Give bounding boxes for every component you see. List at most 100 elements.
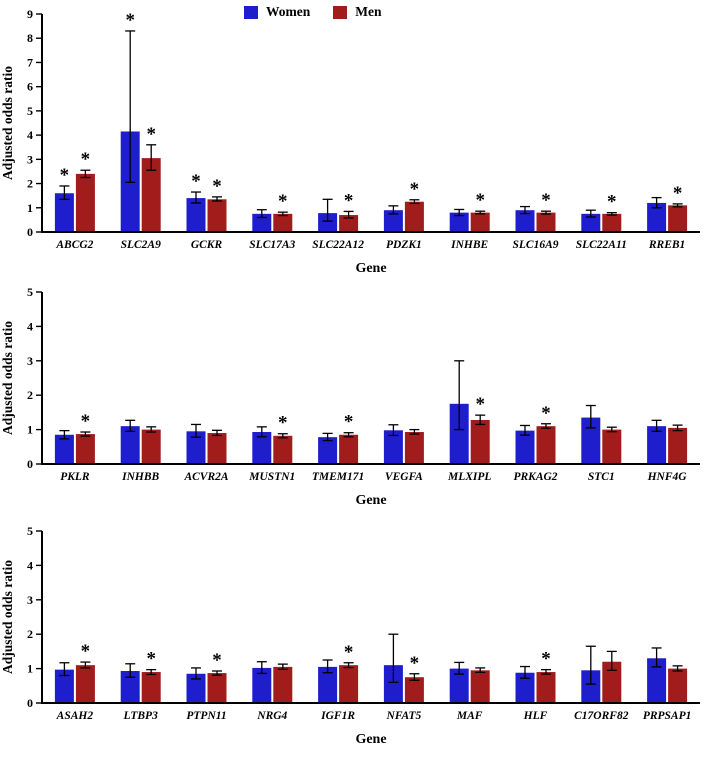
bar-men-PTPN11: [207, 673, 227, 703]
bar-women-HLF: [515, 672, 535, 703]
y-tick-label: 0: [27, 457, 33, 471]
bar-men-HLF: [536, 672, 556, 703]
legend-swatch-men: [333, 5, 348, 19]
bar-men-NFAT5: [404, 677, 424, 703]
gene-label: PTPN11: [186, 710, 226, 722]
sig-asterisk: *: [146, 124, 156, 145]
bar-women-SLC22A12: [318, 213, 338, 232]
y-axis-title: Adjusted odds ratio: [0, 560, 15, 674]
y-tick-label: 2: [27, 388, 33, 402]
bar-men-SLC16A9: [536, 212, 556, 232]
bar-women-INHBB: [120, 426, 140, 464]
bar-men-ASAH2: [75, 665, 95, 703]
sig-asterisk: *: [475, 190, 485, 211]
y-tick-label: 9: [27, 7, 33, 21]
gene-label: SLC16A9: [512, 239, 558, 251]
bar-women-TMEM171: [318, 437, 338, 464]
x-axis-title: Gene: [355, 732, 386, 747]
bar-men-MUSTN1: [273, 435, 293, 464]
y-tick-label: 4: [27, 128, 33, 142]
chart-panel-bottom: 0 1 2 3 4 5 * ASAH2 * LTBP3 * PTPN11 NRG4 * IGF1R * NFAT…: [0, 524, 700, 747]
sig-asterisk: *: [81, 411, 91, 432]
bar-men-SLC22A11: [602, 213, 622, 232]
gene-label: SLC22A11: [576, 239, 627, 251]
sig-asterisk: *: [212, 650, 222, 671]
legend-label-women: Women: [266, 4, 311, 19]
gene-label: VEGFA: [385, 471, 423, 483]
bar-men-MAF: [470, 670, 490, 703]
y-tick-label: 4: [27, 319, 33, 333]
bar-women-SLC16A9: [515, 210, 535, 232]
bar-women-ACVR2A: [186, 431, 206, 464]
bar-men-SLC2A9: [141, 158, 161, 232]
y-tick-label: 1: [27, 423, 33, 437]
gene-label: MUSTN1: [248, 471, 295, 483]
sig-asterisk: *: [607, 192, 617, 213]
bar-men-SLC22A12: [339, 215, 359, 232]
bar-women-PKLR: [54, 434, 74, 464]
y-tick-label: 0: [27, 225, 33, 239]
gene-label: C17ORF82: [574, 710, 629, 722]
y-tick-label: 1: [27, 201, 33, 215]
sig-asterisk: *: [81, 641, 91, 662]
gene-label: RREB1: [648, 239, 685, 251]
sig-asterisk: *: [344, 412, 354, 433]
sig-asterisk: *: [278, 413, 288, 434]
y-tick-label: 5: [27, 104, 33, 118]
x-axis-title: Gene: [355, 493, 386, 508]
gene-label: IGF1R: [320, 710, 355, 722]
sig-asterisk: *: [344, 190, 354, 211]
sig-asterisk: *: [673, 183, 683, 204]
sig-asterisk: *: [146, 649, 156, 670]
gene-label: INHBB: [121, 471, 159, 483]
sig-asterisk: *: [410, 179, 420, 200]
sig-asterisk: *: [541, 403, 551, 424]
bar-women-NFAT5: [383, 665, 403, 703]
gene-label: ASAH2: [56, 710, 94, 722]
sig-asterisk: *: [125, 10, 135, 31]
sig-asterisk: *: [344, 642, 354, 663]
gene-label: LTBP3: [123, 710, 159, 722]
bar-men-MLXIPL: [470, 419, 490, 464]
bar-men-STC1: [602, 429, 622, 464]
bar-women-VEGFA: [383, 430, 403, 464]
bar-women-LTBP3: [120, 671, 140, 703]
bar-women-STC1: [581, 417, 601, 464]
bar-women-PRKAG2: [515, 430, 535, 464]
bar-men-PRPSAP1: [668, 668, 688, 703]
sig-asterisk: *: [191, 171, 201, 192]
y-tick-label: 0: [27, 696, 33, 710]
bar-women-IGF1R: [318, 666, 338, 703]
gene-label: MAF: [456, 710, 483, 722]
bar-men-IGF1R: [339, 665, 359, 703]
y-tick-label: 7: [27, 55, 33, 69]
gene-label: GCKR: [191, 239, 223, 251]
bar-women-SLC17A3: [252, 213, 272, 232]
bar-women-PTPN11: [186, 673, 206, 703]
y-tick-label: 1: [27, 662, 33, 676]
bar-men-PKLR: [75, 434, 95, 464]
gene-label: ABCG2: [55, 239, 93, 251]
bar-women-C17ORF82: [581, 670, 601, 703]
y-tick-label: 6: [27, 80, 33, 94]
y-axis-title: Adjusted odds ratio: [0, 66, 15, 180]
gene-label: HLF: [523, 710, 548, 722]
y-tick-label: 4: [27, 558, 33, 572]
bar-women-MUSTN1: [252, 432, 272, 464]
gene-label: INHBE: [450, 239, 488, 251]
sig-asterisk: *: [60, 165, 70, 186]
gene-label: NFAT5: [386, 710, 422, 722]
bar-men-GCKR: [207, 199, 227, 232]
gene-label: MLXIPL: [447, 471, 491, 483]
bar-women-PRPSAP1: [647, 658, 667, 703]
gene-label: PDZK1: [386, 239, 422, 251]
y-tick-label: 2: [27, 177, 33, 191]
legend: Women Men: [244, 4, 396, 20]
sig-asterisk: *: [81, 149, 91, 170]
chart-panel-middle: 0 1 2 3 4 5 * PKLR INHBB ACVR2A * MUSTN1 * TMEM171 VEG…: [0, 285, 700, 508]
bar-women-SLC22A11: [581, 213, 601, 232]
sig-asterisk: *: [541, 649, 551, 670]
gene-label: TMEM171: [312, 471, 364, 483]
sig-asterisk: *: [212, 176, 222, 197]
